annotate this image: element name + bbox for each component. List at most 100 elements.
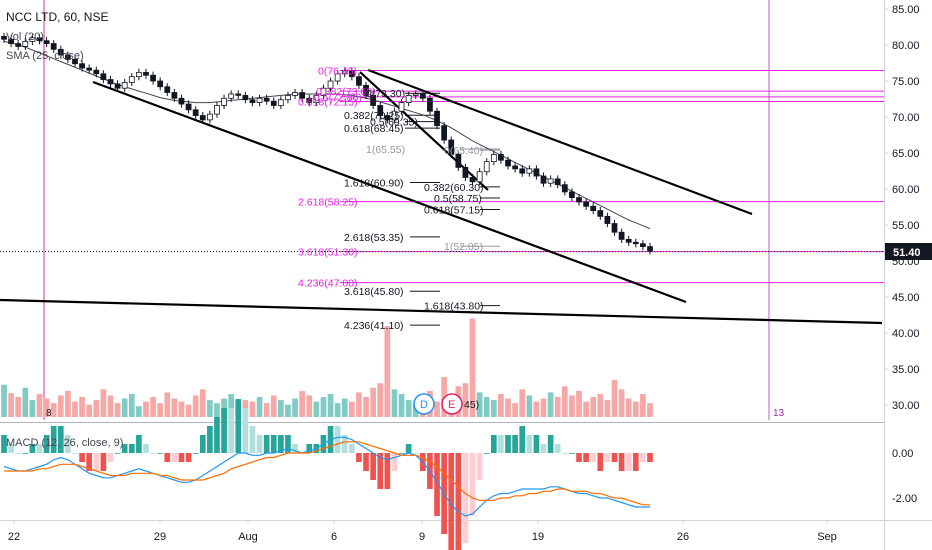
- candle-body[interactable]: [86, 67, 93, 71]
- candle-body[interactable]: [15, 43, 22, 47]
- candle-body[interactable]: [135, 71, 142, 78]
- candle-body[interactable]: [370, 95, 377, 106]
- candle-body[interactable]: [455, 154, 462, 168]
- candle-body[interactable]: [533, 168, 540, 177]
- candle-body[interactable]: [348, 70, 355, 78]
- macd-line[interactable]: [3, 436, 650, 517]
- earnings-marker[interactable]: E: [441, 393, 463, 415]
- candle-body[interactable]: [476, 171, 483, 183]
- candle-body[interactable]: [292, 92, 298, 96]
- candle-body[interactable]: [498, 154, 504, 161]
- candle-body[interactable]: [8, 38, 14, 44]
- candle-body[interactable]: [647, 246, 653, 252]
- candle-body[interactable]: [391, 110, 398, 121]
- price-axis[interactable]: 85.0080.0075.0070.0065.0060.0055.0050.00…: [884, 4, 920, 412]
- candle-body[interactable]: [377, 105, 384, 116]
- candle-body[interactable]: [185, 103, 192, 111]
- candle-body[interactable]: [483, 161, 490, 173]
- candle-body[interactable]: [405, 95, 412, 104]
- candle-body[interactable]: [128, 76, 135, 83]
- candle-body[interactable]: [441, 125, 448, 141]
- candle-body[interactable]: [1, 35, 7, 40]
- candle-body[interactable]: [199, 115, 206, 121]
- candle-body[interactable]: [206, 113, 213, 121]
- candle-body[interactable]: [143, 71, 149, 76]
- candle-body[interactable]: [320, 87, 327, 96]
- candle-body[interactable]: [36, 37, 43, 42]
- candle-body[interactable]: [306, 97, 313, 103]
- lower-channel-line[interactable]: [92, 80, 687, 304]
- candle-body[interactable]: [235, 93, 242, 96]
- candle-body[interactable]: [256, 97, 263, 103]
- candle-body[interactable]: [65, 54, 71, 60]
- candle-body[interactable]: [100, 73, 107, 80]
- candle-body[interactable]: [121, 82, 128, 89]
- candle-body[interactable]: [277, 99, 284, 106]
- candle-body[interactable]: [625, 238, 632, 243]
- candle-body[interactable]: [334, 73, 341, 82]
- candle-body[interactable]: [341, 70, 348, 75]
- candle-body[interactable]: [228, 93, 235, 99]
- candle-body[interactable]: [242, 95, 249, 101]
- candle-body[interactable]: [363, 84, 369, 96]
- sma-indicator-label[interactable]: SMA (25, close): [6, 50, 84, 62]
- candle-body[interactable]: [79, 63, 85, 69]
- candle-body[interactable]: [221, 97, 227, 106]
- candle-body[interactable]: [597, 210, 604, 217]
- candle-body[interactable]: [263, 97, 270, 102]
- volume-indicator-label[interactable]: Vol (20): [6, 31, 44, 43]
- candle-body[interactable]: [171, 92, 178, 99]
- candle-body[interactable]: [554, 178, 561, 186]
- candle-body[interactable]: [93, 69, 100, 75]
- candle-body[interactable]: [561, 184, 568, 193]
- candle-body[interactable]: [270, 100, 277, 106]
- candle-body[interactable]: [448, 139, 455, 155]
- candle-body[interactable]: [611, 223, 618, 233]
- candle-body[interactable]: [632, 241, 639, 245]
- candle-body[interactable]: [469, 177, 476, 183]
- candle-body[interactable]: [462, 166, 469, 178]
- candle-body[interactable]: [590, 205, 597, 211]
- candle-body[interactable]: [72, 59, 78, 65]
- candle-body[interactable]: [569, 191, 575, 199]
- candle-body[interactable]: [640, 243, 646, 248]
- candle-body[interactable]: [412, 93, 419, 96]
- signal-line[interactable]: [4, 441, 650, 506]
- candle-body[interactable]: [157, 80, 164, 88]
- candle-body[interactable]: [505, 159, 511, 167]
- macd-axis[interactable]: 0.00 -2.00: [892, 448, 917, 505]
- candle-body[interactable]: [427, 97, 433, 112]
- candle-body[interactable]: [583, 201, 589, 207]
- macd-indicator-label[interactable]: MACD (12, 26, close, 9): [6, 437, 123, 449]
- candle-body[interactable]: [22, 41, 29, 47]
- candle-body[interactable]: [43, 40, 50, 44]
- upper-channel-line[interactable]: [367, 68, 753, 216]
- candle-body[interactable]: [512, 165, 519, 170]
- long-support-line[interactable]: [0, 298, 883, 325]
- candle-body[interactable]: [285, 95, 291, 101]
- candle-body[interactable]: [249, 99, 256, 104]
- candle-body[interactable]: [519, 168, 526, 174]
- candle-body[interactable]: [150, 74, 156, 82]
- candle-body[interactable]: [490, 154, 497, 163]
- candle-body[interactable]: [398, 102, 405, 112]
- candle-body[interactable]: [107, 79, 114, 85]
- candle-body[interactable]: [434, 110, 440, 127]
- candle-body[interactable]: [526, 168, 533, 174]
- candle-body[interactable]: [384, 115, 391, 121]
- candle-body[interactable]: [356, 76, 362, 86]
- time-axis[interactable]: 22 29 Aug 6 9 19 26 Sep: [8, 520, 837, 543]
- candle-body[interactable]: [114, 83, 121, 89]
- candle-body[interactable]: [576, 197, 582, 203]
- candle-body[interactable]: [299, 92, 306, 99]
- candle-body[interactable]: [540, 175, 547, 184]
- candle-body[interactable]: [57, 48, 64, 56]
- candle-body[interactable]: [164, 86, 171, 93]
- candle-body[interactable]: [313, 95, 320, 104]
- candle-body[interactable]: [618, 231, 625, 240]
- candles[interactable]: [1, 32, 653, 255]
- candle-body[interactable]: [419, 93, 426, 99]
- candle-body[interactable]: [178, 97, 185, 105]
- candle-body[interactable]: [192, 109, 199, 116]
